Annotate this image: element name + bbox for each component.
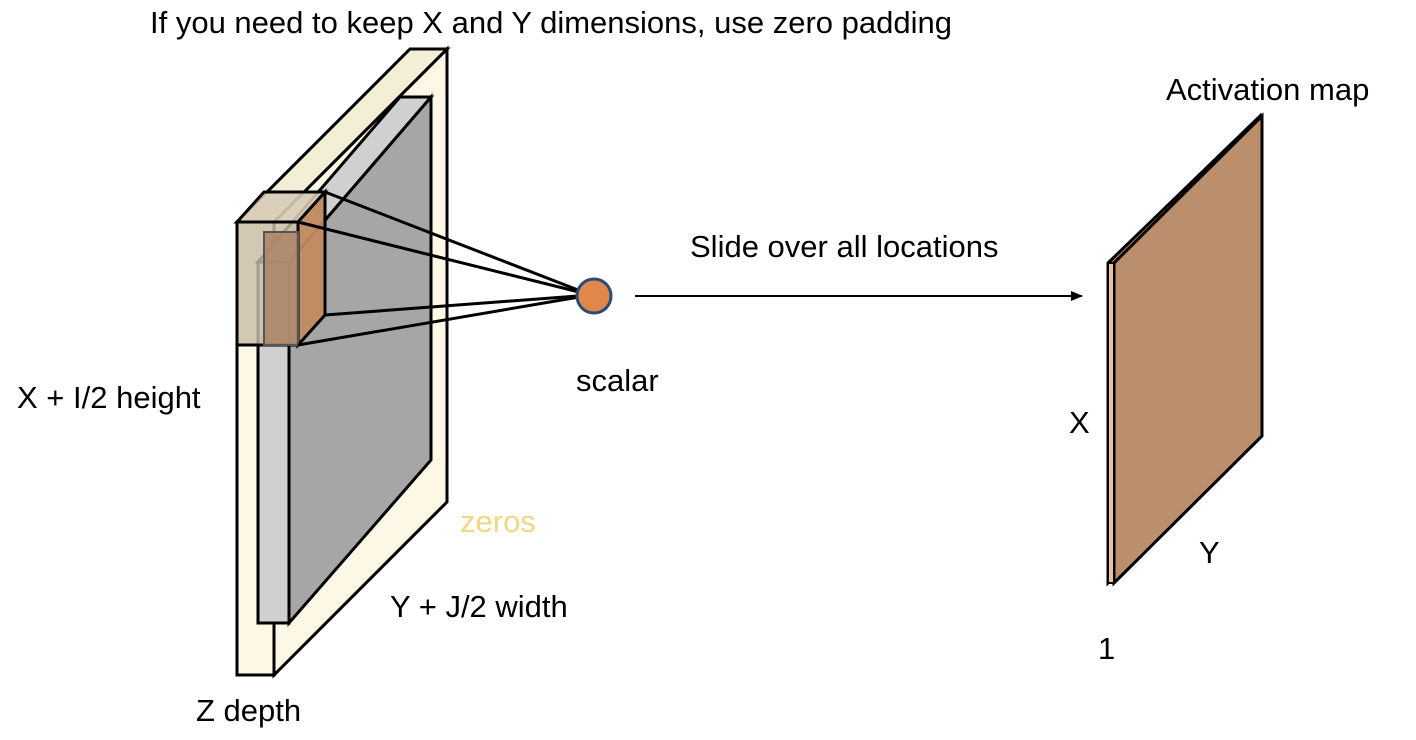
activation-map-front — [1107, 262, 1115, 584]
slide-label: Slide over all locations — [690, 229, 999, 264]
input-height-label: X + I/2 height — [17, 380, 201, 415]
zeros-label: zeros — [460, 504, 536, 539]
connection-line — [297, 220, 592, 297]
input-width-label: Y + J/2 width — [390, 589, 568, 624]
output-depth-label: 1 — [1098, 631, 1116, 666]
output-width-label: Y — [1199, 535, 1220, 570]
input-depth-label: Z depth — [196, 693, 302, 728]
filter-connections — [297, 190, 592, 347]
scalar-label: scalar — [576, 363, 659, 398]
filter-inner — [263, 231, 299, 346]
filter-cube — [233, 188, 329, 349]
activation-map — [1106, 112, 1264, 587]
connection-line — [324, 190, 592, 297]
output-height-label: X — [1069, 405, 1090, 440]
scalar-neuron — [575, 277, 613, 315]
connection-line — [297, 293, 592, 347]
activation-map-title: Activation map — [1166, 72, 1370, 107]
diagram-title: If you need to keep X and Y dimensions, … — [150, 5, 952, 40]
connection-line — [324, 293, 592, 317]
input-volume — [233, 45, 451, 679]
